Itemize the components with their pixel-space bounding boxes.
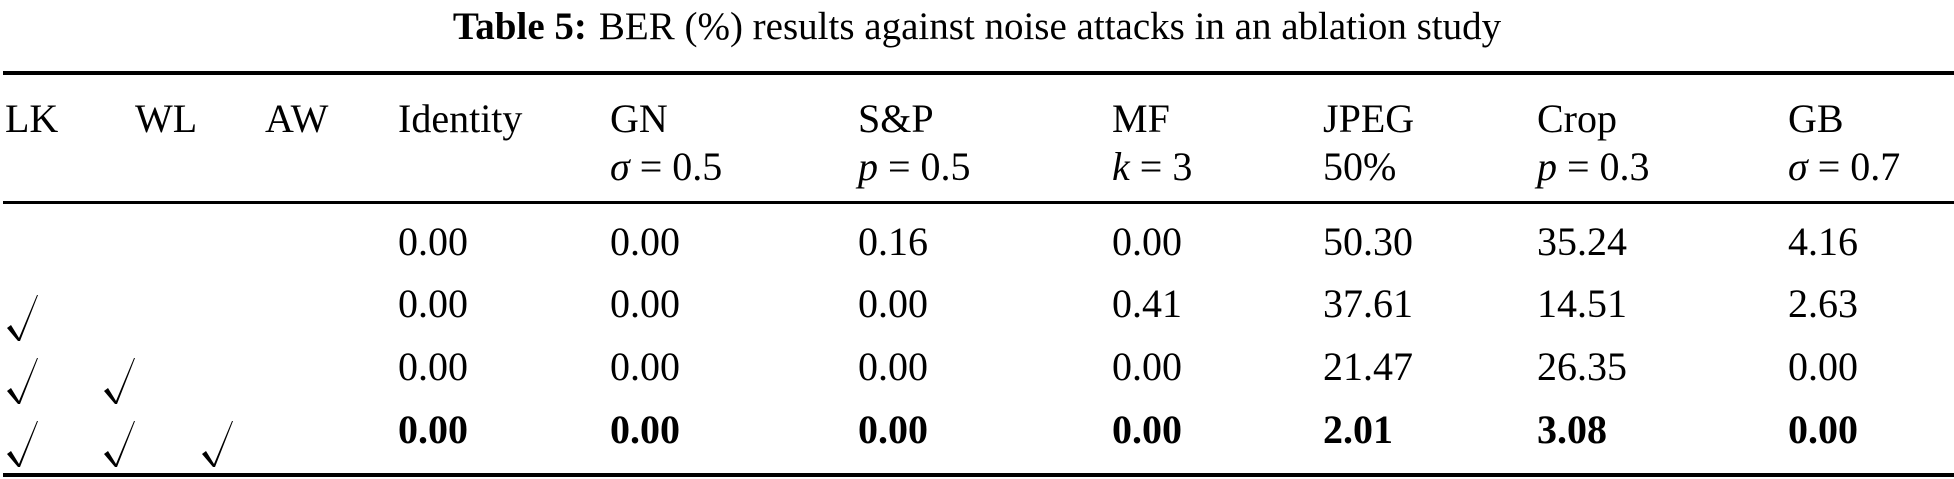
cell-sp: 0.16 [858, 219, 928, 264]
middle-rule [3, 201, 1954, 204]
header-crop-param: p = 0.3 [1537, 143, 1650, 191]
cell-identity: 0.00 [398, 407, 468, 452]
header-mf: MF [1112, 96, 1170, 141]
cell-mf: 0.00 [1112, 344, 1182, 389]
cell-gn: 0.00 [610, 219, 680, 264]
param-value: = 3 [1139, 144, 1193, 189]
table-caption: Table 5: BER (%) results against noise at… [0, 2, 1954, 52]
param-value: = 0.3 [1567, 144, 1650, 189]
cell-gn: 0.00 [610, 407, 680, 452]
checkmark-icon [5, 355, 41, 405]
header-sp-param: p = 0.5 [858, 143, 971, 191]
param-var: σ [1788, 144, 1808, 189]
cell-gn: 0.00 [610, 281, 680, 326]
header-sp: S&P [858, 96, 934, 141]
caption-text: BER (%) results against noise attacks in… [598, 5, 1502, 48]
param-value: = 0.5 [888, 144, 971, 189]
cell-gn: 0.00 [610, 344, 680, 389]
param-var: p [858, 144, 878, 189]
cell-mf: 0.00 [1112, 407, 1182, 452]
cell-gb: 0.00 [1788, 407, 1858, 452]
header-gn: GN [610, 96, 668, 141]
header-mf-param: k = 3 [1112, 143, 1192, 191]
cell-crop: 26.35 [1537, 344, 1627, 389]
checkmark-icon [5, 418, 41, 468]
param-value: 50% [1323, 144, 1397, 189]
param-value: = 0.7 [1817, 144, 1901, 189]
param-var: σ [610, 144, 630, 189]
cell-identity: 0.00 [398, 344, 468, 389]
header-gb-param: σ = 0.7 [1788, 143, 1900, 191]
cell-sp: 0.00 [858, 344, 928, 389]
cell-sp: 0.00 [858, 407, 928, 452]
cell-crop: 35.24 [1537, 219, 1627, 264]
cell-jpeg: 37.61 [1323, 281, 1413, 326]
cell-crop: 14.51 [1537, 281, 1627, 326]
header-jpeg: JPEG [1323, 96, 1415, 141]
cell-mf: 0.41 [1112, 281, 1182, 326]
cell-jpeg: 2.01 [1323, 407, 1393, 452]
param-value: = 0.5 [639, 144, 723, 189]
header-jpeg-param: 50% [1323, 143, 1396, 191]
header-aw: AW [265, 96, 329, 141]
checkmark-icon [200, 418, 236, 468]
header-wl: WL [135, 96, 198, 141]
cell-jpeg: 50.30 [1323, 219, 1413, 264]
header-lk: LK [5, 96, 59, 141]
param-var: p [1537, 144, 1557, 189]
checkmark-icon [5, 292, 41, 342]
caption-label: Table 5: [452, 5, 587, 48]
header-gb: GB [1788, 96, 1844, 141]
cell-gb: 2.63 [1788, 281, 1858, 326]
checkmark-icon [102, 418, 138, 468]
header-identity: Identity [398, 96, 523, 141]
checkmark-icon [102, 355, 138, 405]
cell-sp: 0.00 [858, 281, 928, 326]
param-var: k [1112, 144, 1130, 189]
cell-identity: 0.00 [398, 219, 468, 264]
header-crop: Crop [1537, 96, 1617, 141]
cell-gb: 0.00 [1788, 344, 1858, 389]
top-rule [3, 71, 1954, 75]
cell-gb: 4.16 [1788, 219, 1858, 264]
cell-jpeg: 21.47 [1323, 344, 1413, 389]
cell-crop: 3.08 [1537, 407, 1607, 452]
bottom-rule [3, 473, 1954, 477]
header-gn-param: σ = 0.5 [610, 143, 722, 191]
cell-identity: 0.00 [398, 281, 468, 326]
cell-mf: 0.00 [1112, 219, 1182, 264]
